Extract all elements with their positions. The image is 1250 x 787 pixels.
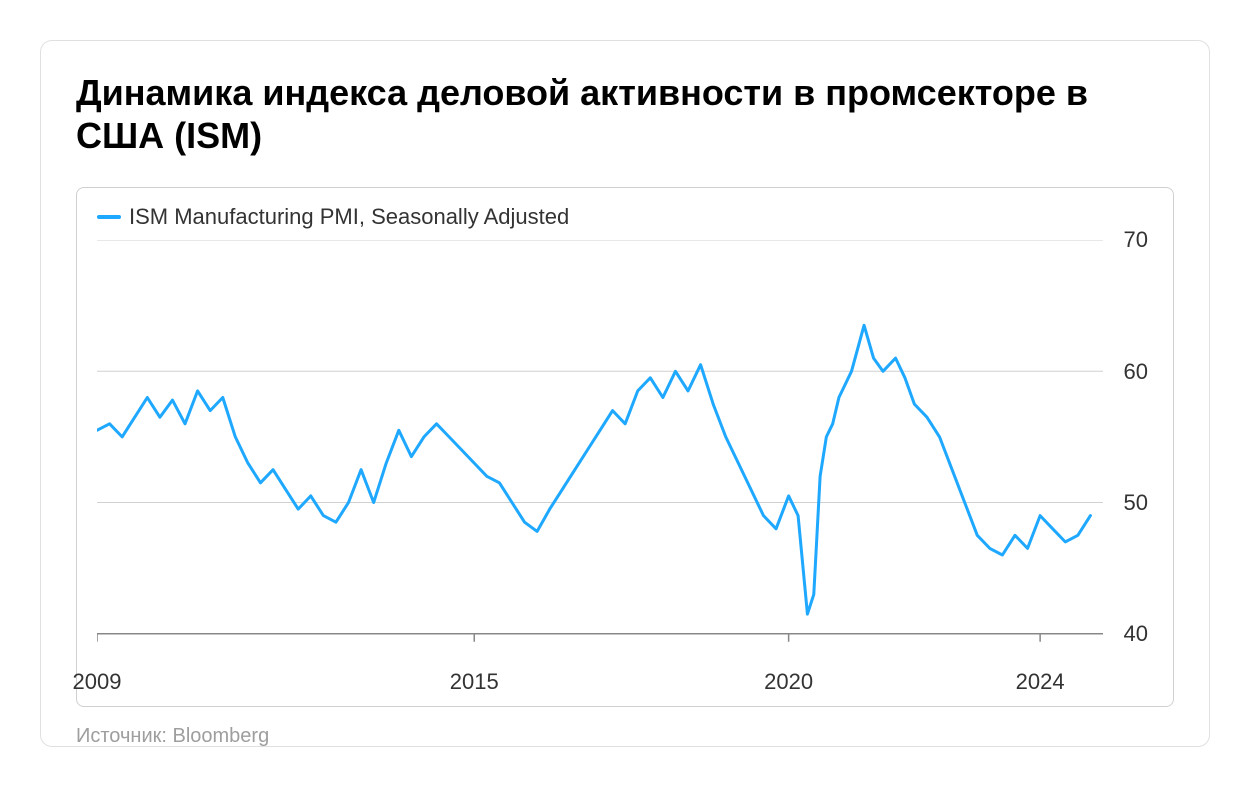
x-tick-label: 2020 bbox=[764, 669, 813, 695]
chart-box: ISM Manufacturing PMI, Seasonally Adjust… bbox=[76, 187, 1174, 707]
y-tick-label: 60 bbox=[1124, 359, 1148, 385]
chart-area: 40506070 2009201520202024 bbox=[97, 240, 1103, 660]
legend-swatch bbox=[97, 215, 121, 219]
chart-container: Динамика индекса деловой активности в пр… bbox=[40, 40, 1210, 747]
chart-svg bbox=[97, 240, 1103, 660]
legend: ISM Manufacturing PMI, Seasonally Adjust… bbox=[97, 204, 1153, 230]
series-line bbox=[97, 326, 1090, 615]
y-tick-label: 70 bbox=[1124, 227, 1148, 253]
y-tick-label: 50 bbox=[1124, 490, 1148, 516]
chart-title: Динамика индекса деловой активности в пр… bbox=[76, 71, 1174, 157]
y-tick-label: 40 bbox=[1124, 621, 1148, 647]
source-label: Источник: Bloomberg bbox=[76, 725, 1174, 748]
x-tick-label: 2009 bbox=[73, 669, 122, 695]
x-tick-label: 2024 bbox=[1016, 669, 1065, 695]
legend-label: ISM Manufacturing PMI, Seasonally Adjust… bbox=[129, 204, 569, 230]
x-tick-label: 2015 bbox=[450, 669, 499, 695]
